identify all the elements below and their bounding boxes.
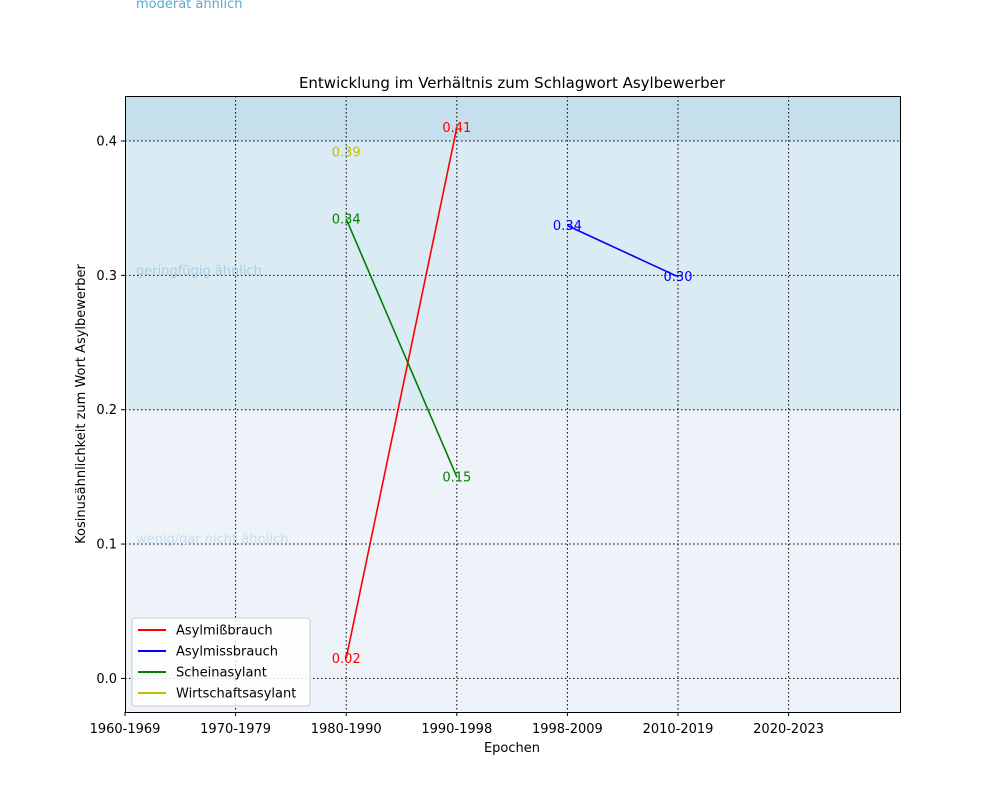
data-label: 0.34 xyxy=(553,219,582,234)
data-labels: 0.02 0.41 0.34 0.30 0.34 0.15 0.39 xyxy=(332,121,693,667)
data-label: 0.30 xyxy=(664,270,693,285)
x-tick-label: 2020-2023 xyxy=(753,722,824,737)
x-axis-label: Epochen xyxy=(484,741,540,756)
x-tick-label: 1970-1979 xyxy=(200,722,271,737)
y-tick-label: 0.4 xyxy=(96,135,117,150)
x-tick-label: 1980-1990 xyxy=(311,722,382,737)
legend-label: Asylmißbrauch xyxy=(176,624,273,639)
legend-label: Asylmissbrauch xyxy=(176,645,278,660)
band-2 xyxy=(125,96,900,142)
y-tick-label: 0.0 xyxy=(96,672,117,687)
series-line-0 xyxy=(345,127,458,659)
y-tick-label: 0.1 xyxy=(96,538,117,553)
x-axis: 1960-1969 1970-1979 1980-1990 1990-1998 1998… xyxy=(90,712,824,737)
band-label-2: moderat ähnlich xyxy=(136,0,242,12)
data-label: 0.15 xyxy=(442,470,471,485)
legend: Asylmißbrauch Asylmissbrauch Scheinasylant… xyxy=(131,617,311,707)
y-tick-label: 0.3 xyxy=(96,269,117,284)
data-label: 0.34 xyxy=(332,212,361,227)
data-label: 0.02 xyxy=(332,652,361,667)
plot-frame xyxy=(125,96,901,713)
legend-label: Scheinasylant xyxy=(176,666,267,681)
chart-title: Entwicklung im Verhältnis zum Schlagwort… xyxy=(299,74,726,92)
y-axis: 0.0 0.1 0.2 0.3 0.4 xyxy=(96,135,125,687)
y-tick-label: 0.2 xyxy=(96,403,117,418)
x-tick-label: 1998-2009 xyxy=(532,722,603,737)
band-label-0: wenig/gar nicht ähnlich xyxy=(136,532,288,547)
band-labels: wenig/gar nicht ähnlich geringfügig ähnli… xyxy=(136,0,288,547)
legend-label: Wirtschaftsasylant xyxy=(176,687,296,702)
x-tick-label: 1960-1969 xyxy=(90,722,161,737)
series-line-1 xyxy=(567,224,679,278)
series-lines xyxy=(345,127,679,659)
y-axis-label: Kosinusähnlichkeit zum Wort Asylbewerber xyxy=(74,263,89,543)
series-line-2 xyxy=(345,218,458,478)
legend-box xyxy=(131,617,311,707)
band-label-1: geringfügig ähnlich xyxy=(136,264,262,279)
data-label: 0.39 xyxy=(332,145,361,160)
data-label: 0.41 xyxy=(442,121,471,136)
x-tick-label: 2010-2019 xyxy=(643,722,714,737)
x-tick-label: 1990-1998 xyxy=(421,722,492,737)
